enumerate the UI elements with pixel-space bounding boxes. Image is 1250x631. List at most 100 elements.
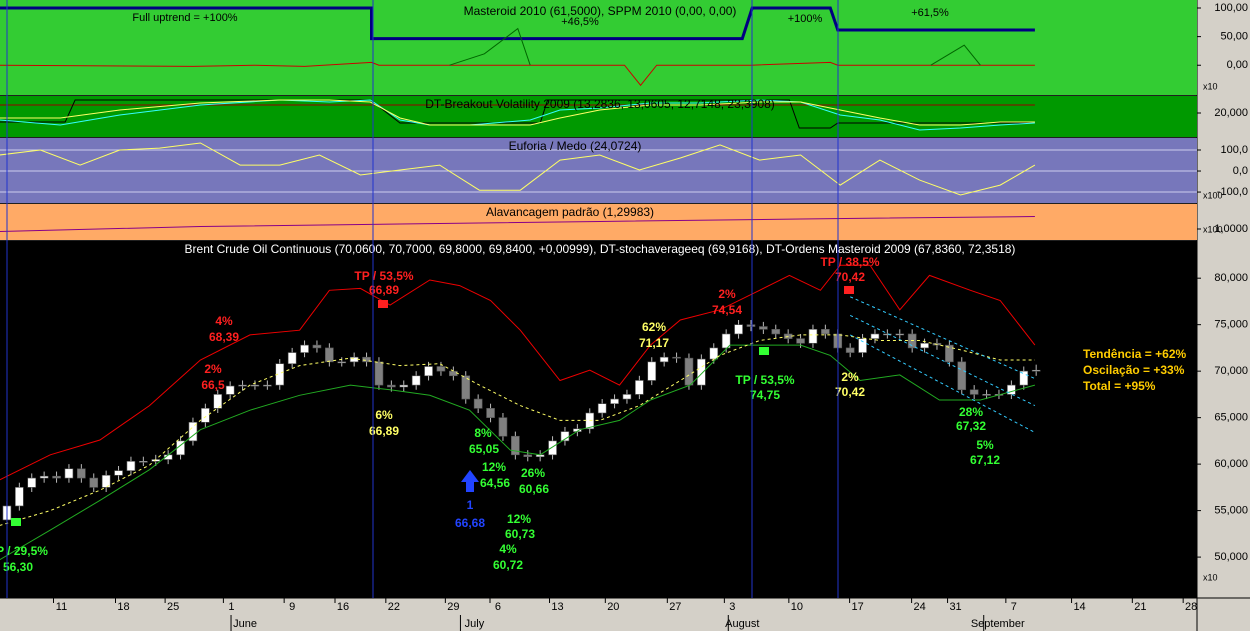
y-tick-label: 75,000 — [1214, 319, 1248, 331]
candle-body — [77, 468, 86, 479]
y-tick-label: 100,00 — [1214, 2, 1248, 14]
candle-body — [498, 417, 508, 437]
candle-body — [436, 366, 446, 372]
candle-body — [684, 357, 694, 386]
candle-body — [969, 389, 979, 395]
annotation: 1 — [467, 498, 474, 512]
candle-body — [771, 329, 781, 335]
month-label: June — [233, 618, 257, 630]
candle-body — [1031, 369, 1041, 372]
y-tick-label: 20,000 — [1214, 107, 1248, 119]
y-tick-label: 70,000 — [1214, 365, 1248, 377]
x-tick-label: 31 — [949, 601, 961, 613]
candle-body — [337, 361, 347, 364]
annotation: +46,5% — [561, 16, 599, 28]
candle-body — [610, 398, 619, 404]
series-line — [0, 99, 1035, 131]
series-line — [0, 99, 1035, 129]
annotation: 5% — [976, 438, 994, 452]
candle-body — [287, 352, 297, 365]
annotation: 6% — [375, 408, 393, 422]
series-line — [849, 334, 1036, 433]
candle-body — [312, 344, 322, 349]
annotation: 64,56 — [480, 476, 510, 490]
series-line — [449, 27, 981, 66]
annotation: 66,5 — [201, 378, 225, 392]
candle-body — [1019, 370, 1029, 386]
candle-body — [883, 333, 892, 336]
x-tick-label: 22 — [388, 601, 400, 613]
annotation: 65,05 — [469, 442, 499, 456]
panel-title: DT-Breakout Volatility 2009 (13,2836, 13… — [425, 97, 775, 111]
x-tick-label: 16 — [337, 601, 349, 613]
candle-body — [759, 326, 768, 330]
annotation: 2% — [204, 362, 222, 376]
x-tick-label: 21 — [1134, 601, 1146, 613]
candle-body — [300, 344, 309, 353]
candle-body — [796, 338, 805, 344]
candle-body — [263, 384, 272, 387]
x-tick-label: 9 — [289, 601, 295, 613]
candle-body — [39, 475, 49, 479]
panel-background — [0, 0, 1197, 95]
annotation: Full uptrend = +100% — [132, 12, 237, 24]
panel — [0, 99, 1035, 131]
x-tick-label: 14 — [1073, 601, 1085, 613]
x-tick-label: 28 — [1185, 601, 1197, 613]
candle-body — [325, 347, 334, 363]
series-line — [849, 296, 1036, 380]
series-line — [0, 61, 1035, 87]
candle-body — [188, 421, 198, 442]
tp-marker — [378, 300, 388, 308]
x-tick-label: 18 — [117, 601, 129, 613]
annotation: 12% — [482, 460, 506, 474]
candle-body — [114, 470, 123, 476]
panel-title: Euforia / Medo (24,0724) — [509, 139, 642, 153]
annotation: 60,66 — [519, 482, 549, 496]
candle-body — [399, 384, 409, 388]
candle-body — [64, 468, 74, 479]
annotation: 60,73 — [505, 527, 535, 541]
candle-body — [473, 398, 483, 409]
annotation: Tendência = +62% — [1083, 347, 1186, 361]
candle-body — [808, 329, 818, 344]
candle-body — [387, 384, 396, 388]
scale-label: x100 — [1203, 190, 1223, 200]
x-tick-label: 11 — [56, 601, 67, 613]
y-tick-label: 100,0 — [1220, 144, 1248, 156]
tp-marker — [11, 518, 21, 526]
annotation: 8% — [474, 426, 492, 440]
x-tick-label: 20 — [607, 601, 619, 613]
month-label: July — [465, 618, 485, 630]
series-line — [0, 216, 1035, 232]
annotation: TP / 38,5% — [820, 255, 879, 269]
x-tick-label: 24 — [913, 601, 925, 613]
candle-body — [672, 356, 681, 359]
candle-body — [101, 474, 111, 488]
annotation: +61,5% — [911, 7, 949, 19]
x-tick-label: 3 — [729, 601, 735, 613]
candle-body — [201, 408, 210, 423]
candle-body — [52, 475, 61, 479]
annotation: Total = +95% — [1083, 379, 1156, 393]
x-tick-label: 7 — [1011, 601, 1017, 613]
panel-title: Alavancagem padrão (1,29983) — [486, 205, 654, 219]
candle-body — [511, 435, 520, 456]
tp-marker — [759, 347, 769, 355]
candle-body — [647, 361, 657, 381]
month-label: August — [725, 618, 759, 630]
annotation: 62% — [642, 320, 666, 334]
annotation: 2% — [718, 287, 736, 301]
candle-body — [697, 358, 706, 386]
candle-body — [424, 366, 433, 377]
candle-body — [139, 461, 148, 463]
candle-body — [27, 477, 37, 488]
series-line — [0, 334, 1035, 526]
annotation: 12% — [507, 512, 531, 526]
annotation: 70,42 — [835, 385, 865, 399]
candle-body — [870, 333, 880, 339]
candle-body — [486, 408, 495, 418]
series-line — [0, 344, 1036, 561]
annotation: 4% — [499, 542, 517, 556]
